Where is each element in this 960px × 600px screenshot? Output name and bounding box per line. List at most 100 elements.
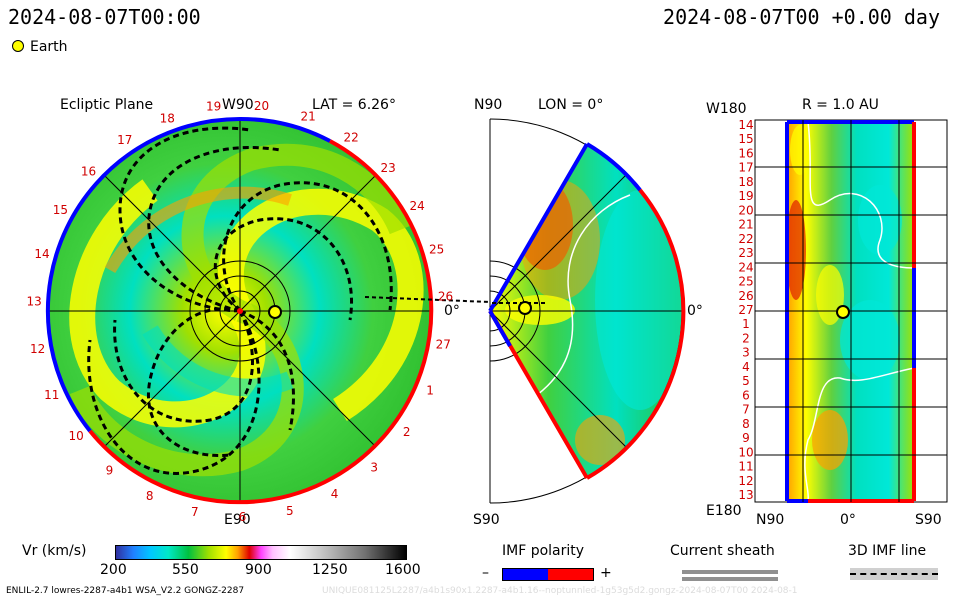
radial-sector-label: 11 [738, 460, 753, 474]
ecliptic-sector-label: 6 [239, 510, 247, 524]
ecliptic-sector-label: 1 [426, 383, 434, 397]
radial-sector-label: 14 [738, 118, 753, 132]
ecliptic-sector-label: 20 [254, 99, 269, 113]
imf-polarity-bar [502, 568, 594, 581]
ecliptic-rim-negative-top [239, 116, 331, 143]
radial-x-label-0: 0° [840, 512, 856, 528]
ecliptic-sector-label: 8 [146, 489, 154, 503]
meridional-lon-label: LON = 0° [538, 97, 604, 113]
radial-sector-label: 7 [742, 403, 750, 417]
ecliptic-sector-label: 22 [344, 131, 359, 145]
radial-sector-label: 9 [742, 431, 750, 445]
earth-marker-radial [836, 305, 850, 319]
radial-x-label-n90: N90 [756, 512, 785, 528]
radial-sector-label: 17 [738, 161, 753, 175]
radial-sector-label: 23 [738, 246, 753, 260]
radial-sector-label: 13 [738, 488, 753, 502]
ecliptic-sector-label: 13 [27, 294, 42, 308]
imf-minus-label: – [482, 565, 489, 581]
earth-legend: Earth [12, 39, 68, 55]
ecliptic-sector-label: 17 [117, 133, 132, 147]
radial-map-grid [755, 120, 947, 502]
meridional-rim-positive [586, 188, 686, 480]
ecliptic-sector-label: 2 [403, 425, 411, 439]
radial-x-label-s90: S90 [915, 512, 942, 528]
meridional-edge-south-blue [488, 310, 512, 347]
radial-bottom-left-label: E180 [706, 503, 742, 519]
timestamp-left: 2024-08-07T00:00 [8, 5, 201, 29]
ecliptic-sector-label: 23 [381, 161, 396, 175]
ecliptic-top-label: W90 [222, 97, 254, 113]
radial-r-label: R = 1.0 AU [802, 97, 879, 113]
ecliptic-sector-label: 14 [34, 247, 49, 261]
radial-sector-label: 4 [742, 360, 750, 374]
imf-plus-label: + [600, 565, 612, 581]
ecliptic-sector-label: 3 [370, 460, 378, 474]
ecliptic-sector-label: 26 [438, 290, 453, 304]
radial-sector-label: 21 [738, 218, 753, 232]
ecliptic-title: Ecliptic Plane [60, 97, 154, 113]
ecliptic-sector-label: 12 [30, 342, 45, 356]
radial-sector-label: 20 [738, 203, 753, 217]
imf-line-title: 3D IMF line [848, 543, 927, 559]
colorbar-tick: 200 [100, 562, 127, 578]
timestamp-right: 2024-08-07T00 +0.00 day [663, 5, 940, 29]
colorbar-tick: 550 [172, 562, 199, 578]
radial-sector-label: 10 [738, 445, 753, 459]
ecliptic-lat-label: LAT = 6.26° [312, 97, 396, 113]
radial-sector-label: 18 [738, 175, 753, 189]
radial-map-panel [754, 119, 948, 503]
ecliptic-right-label: 0° [444, 303, 460, 319]
ecliptic-bottom-label: E90 [224, 512, 251, 528]
earth-marker-meridional [518, 301, 532, 315]
ecliptic-plane-panel [45, 116, 491, 505]
imf-line-sample [850, 573, 938, 575]
ecliptic-sector-label: 10 [69, 429, 84, 443]
radial-sector-label: 19 [738, 189, 753, 203]
colorbar-tick: 1600 [385, 562, 421, 578]
current-sheath-line [682, 570, 778, 574]
ecliptic-rim-negative [45, 117, 241, 433]
radial-sector-label: 25 [738, 275, 753, 289]
colorbar-tick: 900 [245, 562, 272, 578]
colorbar [115, 545, 407, 560]
ecliptic-sector-label: 11 [44, 388, 59, 402]
radial-sector-label: 1 [742, 317, 750, 331]
ecliptic-sector-label: 27 [436, 337, 451, 351]
radial-sector-label: 26 [738, 289, 753, 303]
radial-top-left-label: W180 [706, 101, 747, 117]
radial-sector-label: 12 [738, 474, 753, 488]
ecliptic-sector-label: 18 [160, 111, 175, 125]
ecliptic-sector-label: 15 [53, 203, 68, 217]
colorbar-title: Vr (km/s) [22, 543, 87, 559]
ecliptic-sector-label: 4 [331, 487, 339, 501]
radial-sector-label: 6 [742, 388, 750, 402]
meridional-edge-north [488, 142, 589, 313]
earth-marker-ecliptic [268, 305, 282, 319]
ecliptic-sector-label: 21 [301, 110, 316, 124]
radial-sector-labels: 1415161718192021222324252627123456789101… [738, 118, 753, 502]
meridional-plane-panel [488, 118, 686, 504]
ecliptic-sector-label: 5 [286, 504, 294, 518]
ecliptic-sector-label: 9 [106, 463, 114, 477]
earth-legend-label: Earth [30, 39, 68, 55]
earth-marker-icon [12, 40, 24, 52]
sun-marker [237, 308, 243, 314]
radial-sector-label: 16 [738, 147, 753, 161]
ecliptic-sector-label: 25 [429, 243, 444, 257]
meridional-rim-negative [585, 142, 642, 192]
ecliptic-sector-labels: 2021222324252627123456789101112131415161… [27, 99, 454, 524]
imf-polarity-title: IMF polarity [502, 543, 585, 559]
radial-sector-label: 22 [738, 232, 753, 246]
radial-sector-label: 3 [742, 346, 750, 360]
meridional-bottom-label: S90 [473, 512, 500, 528]
radial-sector-label: 24 [738, 260, 753, 274]
radial-sector-label: 27 [738, 303, 753, 317]
radial-sector-label: 5 [742, 374, 750, 388]
ecliptic-sector-label: 24 [410, 199, 425, 213]
meridional-right-label: 0° [687, 303, 703, 319]
radial-sector-label: 2 [742, 332, 750, 346]
radial-sector-label: 15 [738, 132, 753, 146]
colorbar-tick: 1250 [312, 562, 348, 578]
